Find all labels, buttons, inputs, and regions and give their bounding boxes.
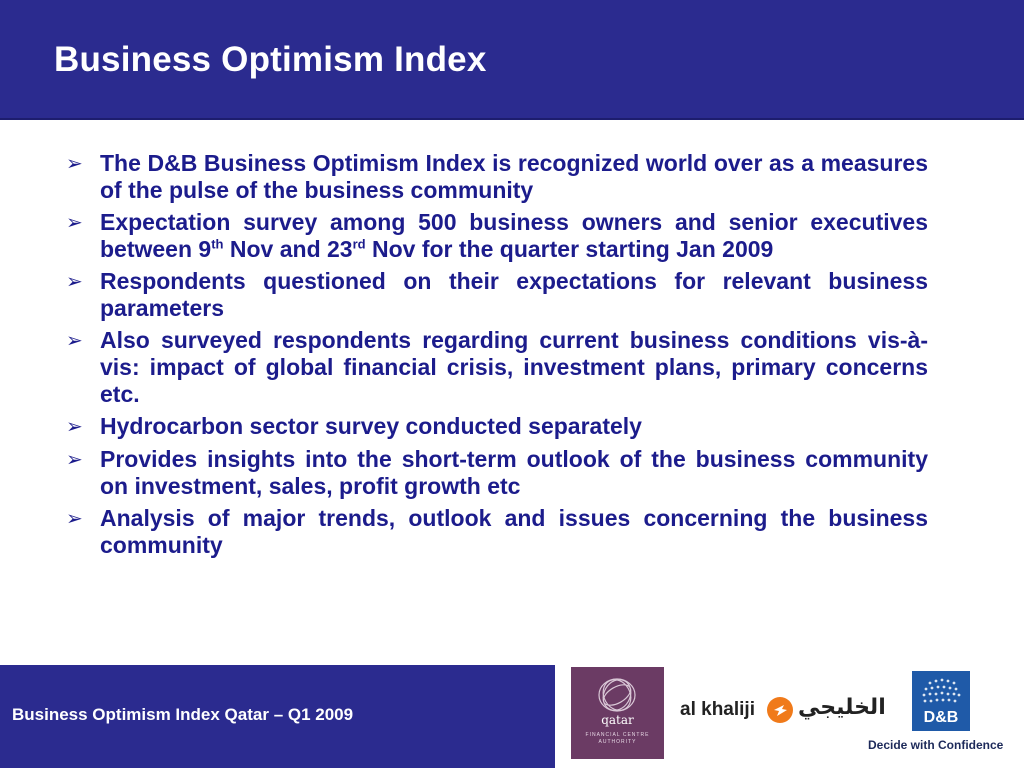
bullet-text-part: Nov for the quarter starting Jan 2009 [365, 236, 774, 262]
bullet-item: ➢ Provides insights into the short-term … [66, 446, 928, 500]
qfc-logo-sub: FINANCIAL CENTRE AUTHORITY [585, 732, 650, 745]
alkhaliji-logo-ar: الخليجي [798, 695, 886, 720]
bullet-text-part: Expectation survey among 500 business ow… [100, 209, 928, 262]
footer-bar: Business Optimism Index Qatar – Q1 2009 [0, 665, 555, 768]
alkhaliji-mark-icon [767, 697, 793, 723]
bullet-content: ➢ The D&B Business Optimism Index is rec… [66, 150, 928, 564]
arrow-bullet-icon: ➢ [66, 508, 83, 530]
arrow-bullet-icon: ➢ [66, 330, 83, 352]
bullet-text: The D&B Business Optimism Index is recog… [100, 150, 928, 203]
slide-title: Business Optimism Index [54, 40, 487, 79]
ordinal-suffix: rd [352, 236, 366, 252]
bullet-item: ➢ Also surveyed respondents regarding cu… [66, 327, 928, 408]
bullet-text: Respondents questioned on their expectat… [100, 268, 928, 321]
tagline: Decide with Confidence [868, 738, 1004, 752]
bullet-text: Expectation survey among 500 business ow… [100, 209, 928, 263]
bullet-item: ➢ Respondents questioned on their expect… [66, 268, 928, 322]
qfc-logo-word: qatar [601, 713, 634, 727]
arrow-bullet-icon: ➢ [66, 212, 83, 234]
bullet-text: Also surveyed respondents regarding curr… [100, 327, 928, 407]
bullet-item: ➢ Analysis of major trends, outlook and … [66, 505, 928, 559]
logo-strip: qatar FINANCIAL CENTRE AUTHORITY al khal… [555, 665, 1024, 768]
ordinal-suffix: th [211, 236, 224, 252]
bullet-item: ➢ Expectation survey among 500 business … [66, 209, 928, 263]
footer-text: Business Optimism Index Qatar – Q1 2009 [12, 705, 354, 724]
bullet-list: ➢ The D&B Business Optimism Index is rec… [66, 150, 928, 559]
bullet-text: Provides insights into the short-term ou… [100, 446, 928, 499]
arrow-bullet-icon: ➢ [66, 416, 83, 438]
db-logo-text: D&B [923, 709, 959, 726]
db-logo: D&B [912, 671, 970, 731]
alkhaliji-logo-en: al khaliji [680, 699, 755, 720]
bullet-item: ➢ The D&B Business Optimism Index is rec… [66, 150, 928, 204]
bullet-text: Analysis of major trends, outlook and is… [100, 505, 928, 558]
bullet-text: Hydrocarbon sector survey conducted sepa… [100, 413, 642, 439]
arrow-bullet-icon: ➢ [66, 449, 83, 471]
qfc-logo: qatar FINANCIAL CENTRE AUTHORITY [571, 667, 664, 759]
title-bar: Business Optimism Index [0, 0, 1024, 120]
bullet-text-part: Nov and 23 [223, 236, 353, 262]
arrow-bullet-icon: ➢ [66, 153, 83, 175]
arrow-bullet-icon: ➢ [66, 271, 83, 293]
globe-icon [922, 678, 961, 703]
qfc-swirl-icon [598, 678, 636, 712]
bullet-item: ➢ Hydrocarbon sector survey conducted se… [66, 413, 928, 441]
